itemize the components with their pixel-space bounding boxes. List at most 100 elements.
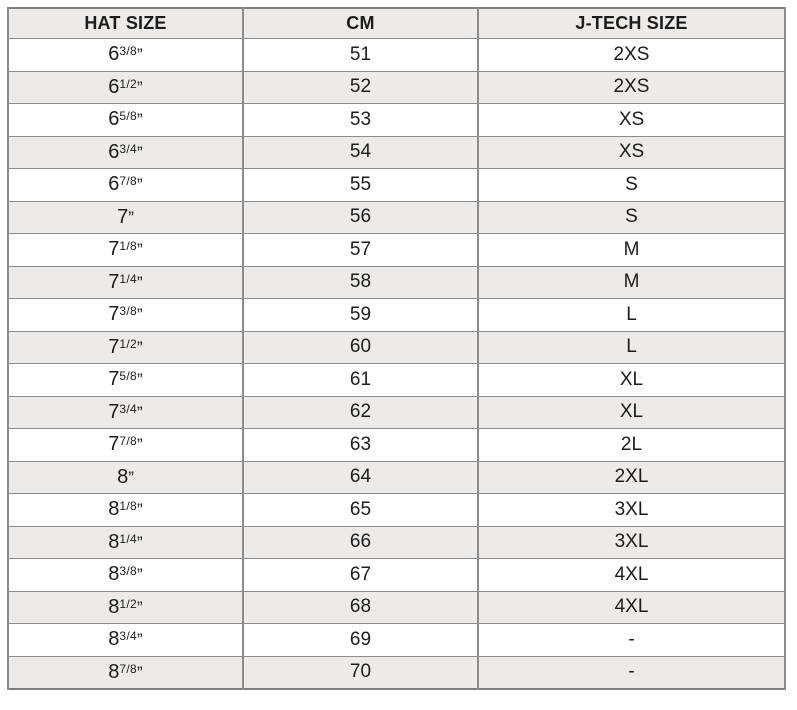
hat-size-cell: 81/8”	[7, 493, 244, 527]
hat-size-whole: 6	[108, 108, 120, 131]
table-row: 8” 64 2XL	[7, 460, 786, 494]
hat-size-cell: 77/8”	[7, 428, 244, 462]
cm-cell: 64	[242, 460, 479, 494]
jtech-size-cell: 2L	[477, 428, 786, 462]
hat-size-cell: 61/2”	[7, 70, 244, 104]
hat-size-cell: 63/8”	[7, 38, 244, 72]
cm-cell: 61	[242, 363, 479, 397]
jtech-size-cell: -	[477, 655, 786, 690]
table-row: 81/4” 66 3XL	[7, 525, 786, 559]
hat-size-cell: 65/8”	[7, 103, 244, 137]
cm-cell: 53	[242, 103, 479, 137]
table-row: 7” 56 S	[7, 200, 786, 234]
inch-mark: ”	[137, 272, 143, 292]
table-row: 63/8” 51 2XS	[7, 38, 786, 72]
inch-mark: ”	[137, 110, 143, 130]
hat-size-fraction: 7/8	[119, 434, 138, 449]
cm-cell: 56	[242, 200, 479, 234]
cm-cell: 63	[242, 428, 479, 462]
jtech-size-cell: L	[477, 298, 786, 332]
hat-size-fraction: 1/2	[119, 336, 138, 351]
hat-size-whole: 8	[108, 660, 120, 683]
table-row: 71/8” 57 M	[7, 233, 786, 267]
jtech-size-cell: XL	[477, 395, 786, 429]
hat-size-fraction: 7/8	[119, 661, 138, 676]
jtech-size-cell: 4XL	[477, 590, 786, 624]
hat-size-cell: 73/8”	[7, 298, 244, 332]
hat-size-whole: 7	[108, 335, 120, 358]
table-row: 81/2” 68 4XL	[7, 590, 786, 624]
jtech-size-cell: L	[477, 330, 786, 364]
jtech-size-cell: M	[477, 265, 786, 299]
inch-mark: ”	[137, 565, 143, 585]
hat-size-whole: 8	[108, 498, 120, 521]
cm-cell: 66	[242, 525, 479, 559]
hat-size-cell: 8”	[7, 460, 244, 494]
jtech-size-cell: 3XL	[477, 493, 786, 527]
hat-size-whole: 7	[108, 303, 120, 326]
table-row: 71/2” 60 L	[7, 330, 786, 364]
inch-mark: ”	[128, 207, 134, 227]
jtech-size-cell: 2XL	[477, 460, 786, 494]
hat-size-cell: 7”	[7, 200, 244, 234]
hat-size-whole: 8	[108, 563, 120, 586]
cm-cell: 69	[242, 623, 479, 657]
hat-size-cell: 63/4”	[7, 135, 244, 169]
hat-size-whole: 6	[108, 140, 120, 163]
inch-mark: ”	[137, 532, 143, 552]
jtech-size-cell: S	[477, 168, 786, 202]
cm-cell: 51	[242, 38, 479, 72]
hat-size-whole: 7	[108, 238, 120, 261]
hat-size-whole: 7	[108, 368, 120, 391]
table-row: 63/4” 54 XS	[7, 135, 786, 169]
inch-mark: ”	[137, 77, 143, 97]
inch-mark: ”	[137, 402, 143, 422]
header-row: HAT SIZE CM J-TECH SIZE	[7, 7, 786, 39]
hat-size-cell: 71/8”	[7, 233, 244, 267]
jtech-size-cell: S	[477, 200, 786, 234]
hat-size-fraction: 1/4	[119, 271, 138, 286]
table-row: 83/8” 67 4XL	[7, 558, 786, 592]
jtech-size-cell: XS	[477, 103, 786, 137]
table-row: 83/4” 69-	[7, 623, 786, 657]
table-row: 67/8” 55 S	[7, 168, 786, 202]
cm-cell: 54	[242, 135, 479, 169]
jtech-size-cell: XL	[477, 363, 786, 397]
inch-mark: ”	[137, 435, 143, 455]
cm-cell: 70	[242, 655, 479, 690]
hat-size-whole: 7	[117, 205, 129, 228]
hat-size-whole: 8	[108, 530, 120, 553]
table-row: 61/2” 52 2XS	[7, 70, 786, 104]
cm-cell: 68	[242, 590, 479, 624]
hat-size-fraction: 5/8	[119, 369, 138, 384]
cm-cell: 52	[242, 70, 479, 104]
hat-size-whole: 8	[108, 628, 120, 651]
cm-cell: 57	[242, 233, 479, 267]
hat-size-fraction: 1/2	[119, 596, 138, 611]
hat-size-fraction: 3/8	[119, 564, 138, 579]
inch-mark: ”	[137, 370, 143, 390]
inch-mark: ”	[137, 630, 143, 650]
table-row: 73/4” 62 XL	[7, 395, 786, 429]
table-row: 77/8” 63 2L	[7, 428, 786, 462]
hat-size-whole: 8	[108, 595, 120, 618]
cm-cell: 58	[242, 265, 479, 299]
table-row: 75/8” 61 XL	[7, 363, 786, 397]
header-cell-hat-size: HAT SIZE	[7, 7, 244, 39]
hat-size-fraction: 1/8	[119, 239, 138, 254]
hat-size-cell: 83/8”	[7, 558, 244, 592]
cm-cell: 55	[242, 168, 479, 202]
inch-mark: ”	[137, 597, 143, 617]
table-row: 65/8” 53 XS	[7, 103, 786, 137]
hat-size-fraction: 3/4	[119, 401, 138, 416]
hat-size-cell: 83/4”	[7, 623, 244, 657]
hat-size-cell: 71/4”	[7, 265, 244, 299]
hat-size-whole: 6	[108, 173, 120, 196]
hat-size-fraction: 5/8	[119, 109, 138, 124]
hat-size-fraction: 1/8	[119, 499, 138, 514]
hat-size-fraction: 1/4	[119, 531, 138, 546]
inch-mark: ”	[137, 175, 143, 195]
hat-size-fraction: 3/4	[119, 141, 138, 156]
inch-mark: ”	[137, 305, 143, 325]
